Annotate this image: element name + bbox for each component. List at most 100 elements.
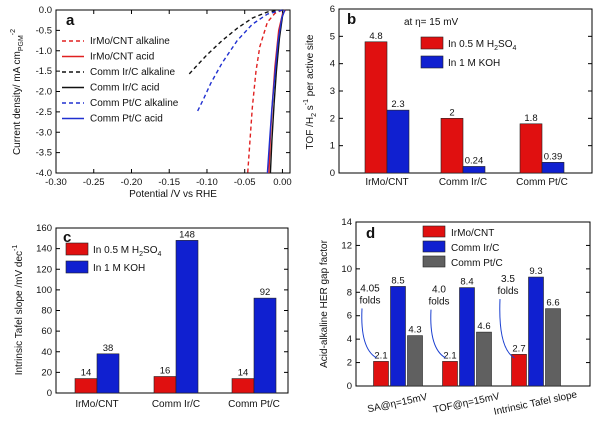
panel-a-y-ticks: 0.0 -0.5 -1.0 -1.5 -2.0 -2.5 -3.0 -3.5 -4.0 [36, 5, 290, 179]
legend-label: In 0.5 M H2SO4 [448, 39, 517, 52]
bar-irmo-cnt-1 [386, 109, 410, 174]
series-line-comm-pt-c-acid [266, 9, 286, 174]
legend-swatch [420, 55, 444, 69]
legend-label-part: SO [143, 245, 158, 256]
legend-swatch [420, 36, 444, 50]
category-label: Comm Ir/C [152, 399, 200, 410]
panel-d-legend: IrMo/CNT Comm Ir/C Comm Pt/C [422, 225, 503, 269]
panel-b: 0 1 2 3 4 5 6 4.8 2.3 2 0.24 1.8 0.39 IrMo/CNT Comm … [303, 4, 593, 188]
y-tick-label: 100 [36, 285, 52, 296]
y-tick-label: -2.5 [36, 107, 52, 118]
y-tick-label: -4.0 [36, 168, 52, 179]
bar-comm-ir-c-1 [462, 166, 486, 174]
bar-tof-15mv-0 [442, 361, 458, 387]
panel-d-ylabel: Acid-alkaline HER gap factor [319, 239, 330, 368]
bar-value-label: 8.4 [460, 277, 473, 288]
panel-a-label: a [66, 12, 75, 29]
bar-value-label: 2.1 [443, 350, 456, 361]
bar-sa-15mv-0 [373, 361, 389, 387]
bar-value-label: 0.24 [465, 155, 484, 166]
bar-comm-ir-c-1 [175, 240, 199, 394]
series-line-comm-pt-c-alkaline [196, 9, 283, 113]
x-tick-label: -0.15 [158, 177, 180, 188]
category-label: IrMo/CNT [75, 399, 118, 410]
y-tick-label: 0 [347, 381, 352, 392]
panel-d-y-ticks: 0 2 4 6 8 10 12 14 [341, 217, 590, 392]
panel-a-x-ticks: -0.30 -0.25 -0.20 -0.15 -0.10 -0.05 0.00 [45, 10, 292, 188]
series-line-comm-ir-c-alkaline [187, 9, 283, 76]
panel-a-ylabel: Current density/ mA cmPGM-2 [10, 29, 25, 155]
y-tick-label: 4 [330, 59, 335, 70]
bar-value-label: 4.8 [369, 31, 382, 42]
bar-value-label: 2.1 [374, 350, 387, 361]
category-label: Intrinsic Tafel slope [493, 389, 579, 417]
legend-swatch [422, 255, 446, 268]
legend-label-sub: 2 [494, 45, 498, 52]
category-label: Comm Ir/C [439, 177, 487, 188]
x-tick-label: 0.00 [273, 177, 292, 188]
y-tick-label: -3.5 [36, 148, 52, 159]
legend-swatch [422, 225, 446, 238]
bar-comm-pt-c-1 [541, 162, 565, 174]
legend-swatch [65, 242, 89, 256]
fold-value: 4.0 [432, 285, 446, 296]
panel-a-legend: IrMo/CNT alkaline IrMo/CNT acid Comm Ir/C … [62, 36, 179, 125]
panel-a-xlabel: Potential /V vs RHE [129, 189, 217, 200]
bar-value-label: 1.8 [524, 113, 537, 124]
legend-label: IrMo/CNT alkaline [90, 36, 170, 47]
y-tick-label: 4 [347, 334, 352, 345]
y-tick-label: -0.5 [36, 25, 52, 36]
x-tick-label: -0.25 [83, 177, 105, 188]
legend-label: In 1 M KOH [448, 58, 500, 69]
bar-value-label: 2 [449, 107, 454, 118]
legend-label-sub: 4 [158, 251, 162, 258]
legend-label: In 1 M KOH [93, 263, 145, 274]
legend-label-part: SO [498, 39, 513, 50]
bar-value-label: 16 [160, 366, 171, 377]
category-label: IrMo/CNT [365, 177, 408, 188]
legend-label-part: In 1 M KOH [448, 58, 500, 69]
y-tick-label: 0 [330, 168, 335, 179]
legend-label: IrMo/CNT acid [90, 52, 154, 63]
bar-sa-15mv-1 [390, 286, 406, 387]
panel-d-bars: 2.1 8.5 4.3 2.1 8.4 4.6 2.7 9.3 6.6 [373, 266, 561, 387]
bar-value-label: 6.6 [546, 298, 559, 309]
y-tick-label: -1.5 [36, 66, 52, 77]
fold-arrow [499, 299, 515, 359]
bar-irmo-cnt-1 [96, 353, 120, 394]
bar-value-label: 4.6 [477, 321, 490, 332]
bar-irmo-cnt-0 [74, 378, 98, 394]
y-tick-label: 60 [41, 326, 52, 337]
bar-value-label: 4.3 [408, 325, 421, 336]
panel-c: 0 20 40 60 80 100 120 140 160 14 38 16 148 14 92 IrMo… [12, 223, 289, 410]
y-tick-label: 1 [330, 141, 335, 152]
y-tick-label: 8 [347, 287, 352, 298]
legend-label-part: In 0.5 M H [448, 39, 494, 50]
bar-value-label: 2.3 [391, 99, 404, 110]
bar-intrinsic-tafel-slope-2 [545, 308, 561, 387]
x-tick-label: -0.10 [196, 177, 218, 188]
category-label: SA@η=15mV [366, 392, 428, 416]
panel-c-ylabel: Intrinsic Tafel slope /mV dec-1 [12, 245, 25, 376]
panel-c-category-labels: IrMo/CNT Comm Ir/C Comm Pt/C [75, 399, 280, 410]
y-tick-label: 2 [347, 358, 352, 369]
bar-intrinsic-tafel-slope-1 [528, 276, 544, 387]
y-tick-label: 40 [41, 347, 52, 358]
bar-irmo-cnt-0 [364, 41, 388, 174]
fold-unit: folds [359, 295, 380, 306]
legend-label: Comm Pt/C [451, 258, 503, 269]
panel-a-series-lines [187, 9, 287, 174]
bar-value-label: 8.5 [391, 275, 404, 286]
bar-comm-pt-c-0 [519, 123, 543, 174]
panel-c-y-ticks: 0 20 40 60 80 100 120 140 160 [36, 223, 288, 399]
fold-arrow [361, 308, 377, 359]
y-tick-label: 12 [341, 240, 352, 251]
y-tick-label: 2 [330, 113, 335, 124]
y-tick-label: 0.0 [39, 5, 52, 16]
bar-value-label: 9.3 [529, 266, 542, 277]
y-tick-label: -3.0 [36, 127, 52, 138]
legend-label: Comm Pt/C acid [90, 114, 163, 125]
category-label: TOF@η=15mV [432, 391, 501, 416]
bar-comm-ir-c-0 [153, 376, 177, 394]
